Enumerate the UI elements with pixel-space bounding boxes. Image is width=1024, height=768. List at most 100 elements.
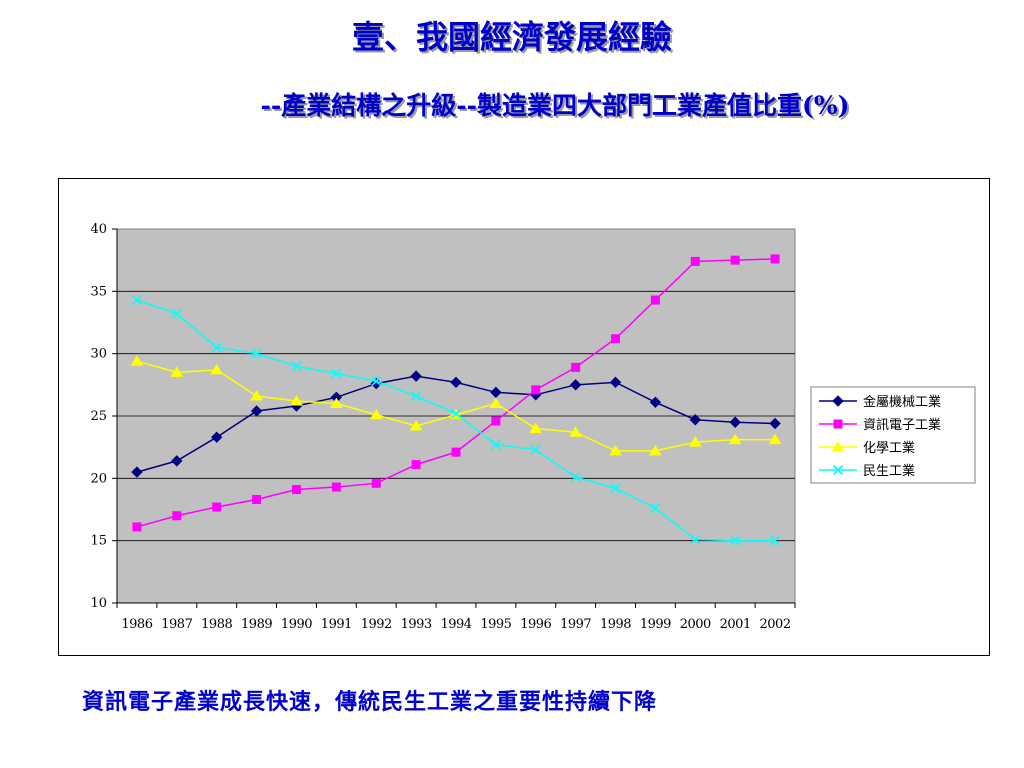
data-point-series-3: [250, 390, 263, 401]
x-tick-label: 2002: [760, 617, 791, 632]
legend-marker: [833, 419, 843, 429]
y-tick-label: 20: [90, 471, 107, 486]
data-point-series-1: [769, 417, 781, 430]
x-tick-label: 1986: [121, 617, 152, 632]
data-point-series-4: [610, 483, 621, 494]
data-point-series-1: [410, 370, 422, 382]
data-point-series-3: [529, 422, 543, 433]
data-point-series-2: [531, 385, 541, 395]
y-tick-label: 40: [90, 222, 107, 237]
data-point-series-2: [371, 478, 381, 488]
y-tick-label: 10: [90, 596, 107, 611]
data-point-series-4: [530, 444, 541, 455]
data-point-series-2: [730, 255, 740, 265]
data-point-series-1: [569, 379, 582, 391]
data-point-series-4: [171, 308, 182, 319]
data-point-series-4: [690, 534, 701, 545]
data-point-series-4: [490, 439, 501, 450]
data-point-series-3: [688, 436, 702, 447]
x-tick-label: 1989: [241, 617, 272, 632]
data-point-series-1: [171, 455, 183, 467]
x-tick-label: 1998: [600, 617, 631, 632]
data-point-series-1: [609, 376, 622, 389]
data-point-series-3: [489, 397, 503, 409]
x-tick-label: 1999: [640, 617, 671, 632]
data-point-series-4: [331, 368, 342, 379]
x-tick-label: 1990: [281, 617, 312, 632]
data-point-series-4: [411, 390, 422, 402]
y-tick-label: 30: [90, 347, 107, 362]
data-point-series-4: [131, 294, 143, 306]
data-point-series-4: [291, 361, 302, 372]
page-subtitle: --產業結構之升級--製造業四大部門工業產值比重(%): [260, 91, 850, 120]
data-point-series-4: [211, 342, 222, 353]
data-point-series-4: [371, 376, 382, 387]
data-point-series-3: [569, 426, 583, 437]
legend-marker: [832, 395, 844, 407]
x-tick-label: 1997: [560, 617, 591, 632]
footer-note: 資訊電子產業成長快速，傳統民生工業之重要性持續下降: [82, 689, 658, 715]
data-point-series-3: [728, 433, 742, 445]
data-point-series-4: [570, 472, 581, 483]
data-point-series-3: [609, 444, 622, 456]
data-point-series-1: [131, 466, 143, 478]
y-tick-label: 25: [90, 409, 107, 424]
data-point-series-4: [730, 535, 741, 546]
data-point-series-3: [369, 408, 383, 420]
data-point-series-2: [690, 256, 700, 266]
legend-marker: [832, 464, 844, 476]
y-tick-label: 15: [90, 534, 107, 549]
x-tick-label: 1988: [201, 617, 232, 632]
data-point-series-1: [450, 376, 462, 389]
legend-marker: [831, 441, 845, 452]
data-point-series-2: [331, 482, 341, 492]
data-point-series-4: [251, 348, 262, 359]
data-point-series-2: [770, 254, 780, 264]
data-point-series-3: [409, 420, 423, 431]
data-point-series-1: [250, 405, 263, 417]
data-point-series-2: [411, 460, 421, 470]
legend-label: 化學工業: [863, 440, 915, 456]
data-point-series-2: [252, 495, 262, 505]
data-point-series-2: [571, 362, 581, 372]
data-point-series-2: [611, 334, 621, 344]
data-point-series-2: [491, 416, 501, 426]
data-point-series-3: [290, 395, 303, 406]
chart-frame: 10 15 20 25 30 35 40 1986 1987 1988 1989 1990 1991 19…: [58, 178, 990, 656]
data-point-series-4: [450, 408, 462, 419]
x-tick-label: 1991: [321, 617, 352, 632]
y-tick-label: 35: [90, 284, 107, 299]
data-point-series-3: [329, 397, 343, 409]
data-point-series-1: [490, 386, 502, 399]
x-tick-label: 1992: [361, 617, 392, 632]
x-tick-label: 1987: [161, 617, 192, 632]
legend-label: 資訊電子工業: [863, 417, 941, 433]
data-point-series-3: [768, 433, 782, 445]
x-tick-label: 1995: [480, 617, 511, 632]
data-point-series-3: [170, 366, 184, 377]
x-tick-label: 1996: [520, 617, 551, 632]
x-tick-label: 1994: [440, 617, 471, 632]
data-point-series-4: [769, 535, 781, 546]
data-point-series-2: [212, 502, 222, 512]
data-point-series-1: [649, 396, 662, 408]
data-point-series-3: [130, 355, 144, 366]
data-point-series-2: [172, 511, 182, 521]
x-tick-label: 2000: [680, 617, 711, 632]
data-point-series-2: [451, 447, 461, 457]
x-tick-label: 2001: [720, 617, 751, 632]
data-point-series-3: [210, 363, 224, 375]
x-tick-label: 1993: [401, 617, 432, 632]
data-point-series-2: [650, 295, 660, 305]
data-point-series-3: [649, 444, 662, 456]
legend-label: 民生工業: [863, 463, 915, 479]
page-title: 壹、我國經濟發展經驗: [351, 18, 672, 56]
data-point-series-4: [650, 503, 661, 514]
data-point-series-2: [291, 485, 301, 495]
line-chart: 10 15 20 25 30 35 40 1986 1987 1988 1989 1990 1991 19…: [90, 222, 976, 632]
data-point-series-1: [210, 431, 223, 443]
data-point-series-1: [729, 416, 741, 428]
legend-label: 金屬機械工業: [863, 394, 941, 410]
data-point-series-2: [132, 522, 142, 532]
data-point-series-1: [689, 414, 702, 426]
